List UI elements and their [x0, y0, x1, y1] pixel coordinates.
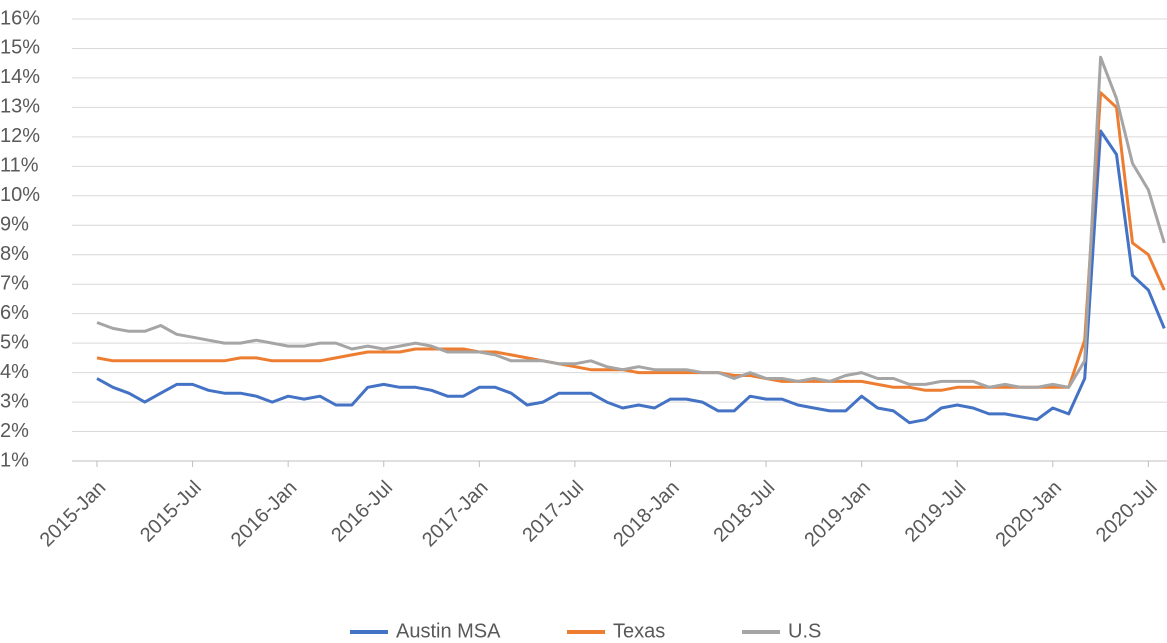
- y-tick-label: 8%: [0, 243, 29, 265]
- y-tick-label: 4%: [0, 361, 29, 383]
- x-tick-label: 2015-Jul: [136, 477, 206, 547]
- series-line: [96, 55, 1166, 389]
- y-tick-label: 14%: [0, 66, 40, 88]
- legend-label: U.S: [788, 620, 821, 642]
- x-tick-label: 2018-Jan: [609, 477, 684, 552]
- y-tick-label: 10%: [0, 184, 40, 206]
- x-tick-label: 2017-Jul: [518, 477, 588, 547]
- legend-label: Austin MSA: [396, 620, 501, 642]
- x-tick-label: 2019-Jul: [901, 477, 971, 547]
- x-tick-label: 2017-Jan: [418, 477, 493, 552]
- y-tick-label: 16%: [0, 7, 40, 29]
- x-tick-label: 2020-Jan: [992, 477, 1067, 552]
- x-tick-label: 2019-Jan: [800, 477, 875, 552]
- x-tick-label: 2016-Jan: [227, 477, 302, 552]
- y-tick-label: 11%: [0, 155, 39, 177]
- y-tick-label: 5%: [0, 331, 29, 353]
- y-tick-label: 13%: [0, 96, 40, 118]
- y-tick-label: 15%: [0, 37, 40, 59]
- y-tick-label: 1%: [0, 449, 29, 471]
- y-tick-label: 7%: [0, 272, 29, 294]
- x-tick-label: 2018-Jul: [710, 477, 780, 547]
- x-tick-label: 2015-Jan: [36, 477, 111, 552]
- x-tick-label: 2020-Jul: [1092, 477, 1162, 547]
- y-tick-label: 2%: [0, 420, 29, 442]
- legend-label: Texas: [613, 620, 665, 642]
- y-tick-label: 12%: [0, 125, 40, 147]
- y-tick-label: 3%: [0, 390, 29, 412]
- series-line: [96, 129, 1166, 425]
- y-tick-label: 9%: [0, 214, 29, 236]
- x-tick-label: 2016-Jul: [327, 477, 397, 547]
- y-tick-label: 6%: [0, 302, 29, 324]
